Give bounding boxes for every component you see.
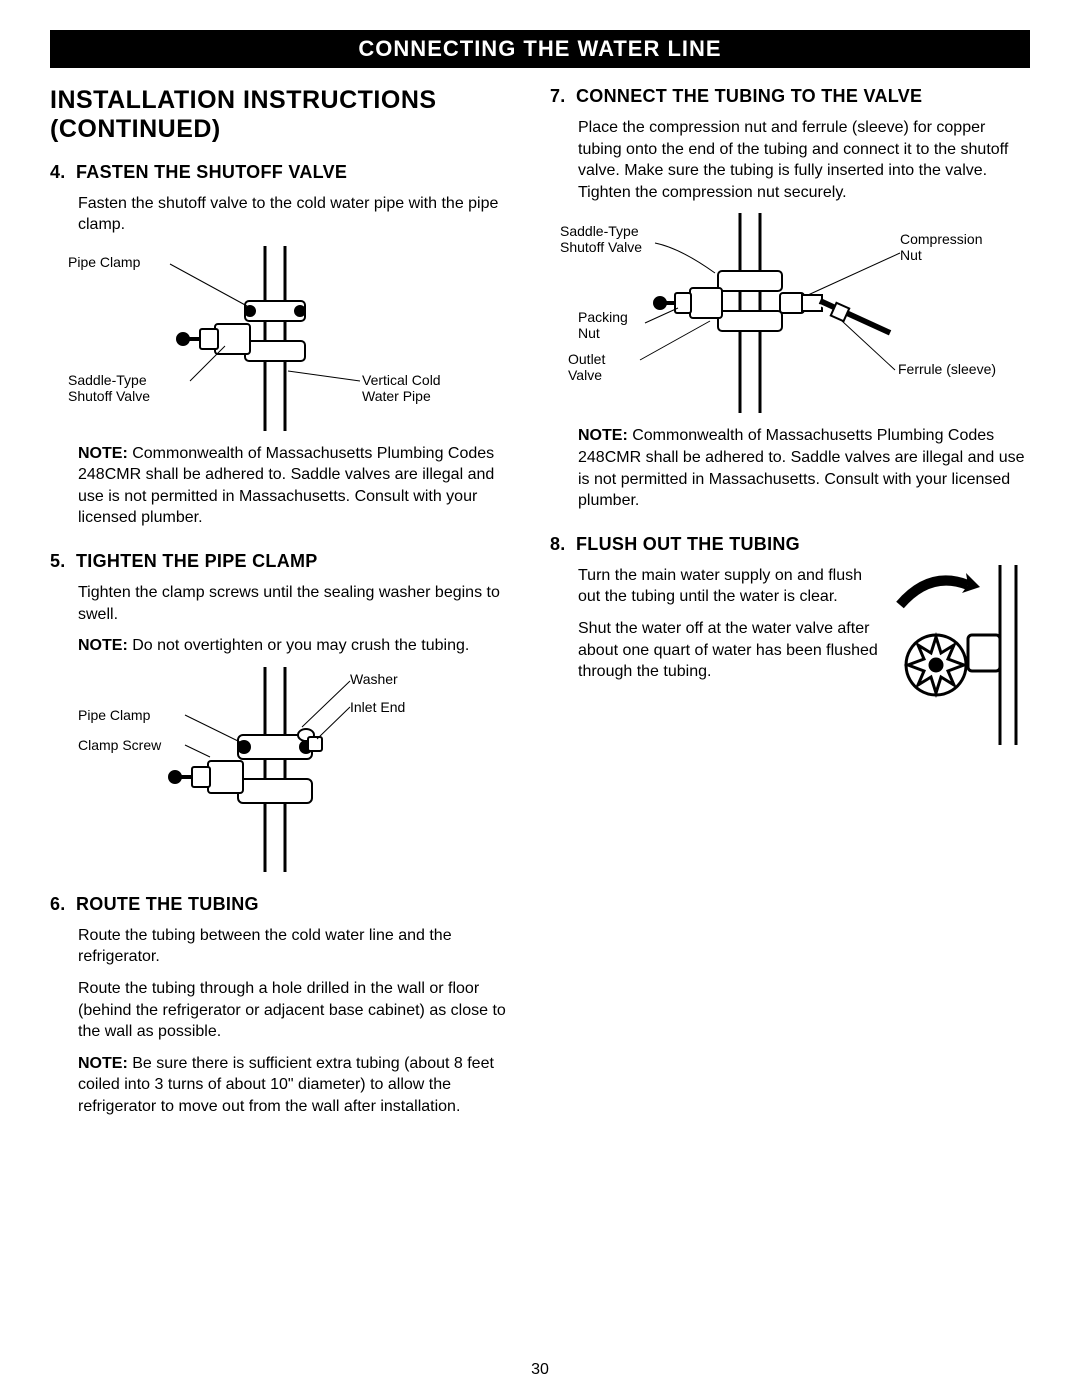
step-7-note: NOTE: Commonwealth of Massachusetts Plum… xyxy=(578,425,1030,511)
step-5: 5. TIGHTEN THE PIPE CLAMP Tighten the cl… xyxy=(50,551,520,872)
step-4-diagram: Pipe Clamp Saddle-Type Shutoff Valve Ver… xyxy=(50,246,520,431)
lbl7-comp-l1: Compression xyxy=(900,231,982,247)
lbl-vert-l2: Water Pipe xyxy=(362,388,441,404)
step-4-num: 4. xyxy=(50,162,70,183)
step-8-p2: Shut the water off at the water valve af… xyxy=(578,618,878,683)
lbl7-comp-l2: Nut xyxy=(900,247,982,263)
step-4-note: NOTE: Commonwealth of Massachusetts Plum… xyxy=(78,443,520,529)
step-6-note: NOTE: Be sure there is sufficient extra … xyxy=(78,1053,520,1118)
step-8-p1: Turn the main water supply on and flush … xyxy=(578,565,878,608)
step-6-title: ROUTE THE TUBING xyxy=(76,894,259,915)
step-5-p1: Tighten the clamp screws until the seali… xyxy=(78,582,520,625)
step-5-title: TIGHTEN THE PIPE CLAMP xyxy=(76,551,318,572)
step-6-p1: Route the tubing between the cold water … xyxy=(78,925,520,968)
step-8-diagram xyxy=(890,565,1030,745)
lbl7-pack-l1: Packing xyxy=(578,309,628,325)
lbl-saddle-l1: Saddle-Type xyxy=(68,372,150,388)
left-column: INSTALLATION INSTRUCTIONS (CONTINUED) 4.… xyxy=(50,86,520,1140)
lbl7-saddle-l1: Saddle-Type xyxy=(560,223,642,239)
page-banner: CONNECTING THE WATER LINE xyxy=(50,30,1030,68)
step-8: 8. FLUSH OUT THE TUBING Turn the main wa… xyxy=(550,534,1030,745)
lbl7-out-l1: Outlet xyxy=(568,351,605,367)
step-4: 4. FASTEN THE SHUTOFF VALVE Fasten the s… xyxy=(50,162,520,530)
step-5-diagram: Washer Inlet End Pipe Clamp Clamp Screw xyxy=(50,667,520,872)
right-column: 7. CONNECT THE TUBING TO THE VALVE Place… xyxy=(550,86,1030,1140)
page-number: 30 xyxy=(0,1361,1080,1379)
lbl7-ferrule: Ferrule (sleeve) xyxy=(898,361,996,377)
step-7-title: CONNECT THE TUBING TO THE VALVE xyxy=(576,86,922,107)
lbl-washer: Washer xyxy=(350,671,398,687)
step-8-title: FLUSH OUT THE TUBING xyxy=(576,534,800,555)
lbl7-out-l2: Valve xyxy=(568,367,605,383)
lbl-pipe-clamp-5: Pipe Clamp xyxy=(78,707,150,723)
step-6-p2: Route the tubing through a hole drilled … xyxy=(78,978,520,1043)
step-4-title: FASTEN THE SHUTOFF VALVE xyxy=(76,162,347,183)
lbl-inlet: Inlet End xyxy=(350,699,405,715)
step-7: 7. CONNECT THE TUBING TO THE VALVE Place… xyxy=(550,86,1030,512)
lbl-vert-l1: Vertical Cold xyxy=(362,372,441,388)
step-7-p1: Place the compression nut and ferrule (s… xyxy=(578,117,1030,203)
lbl-pipe-clamp: Pipe Clamp xyxy=(68,254,140,270)
step-5-note: NOTE: Do not overtighten or you may crus… xyxy=(78,635,520,657)
step-7-num: 7. xyxy=(550,86,570,107)
step-6: 6. ROUTE THE TUBING Route the tubing bet… xyxy=(50,894,520,1118)
lbl7-pack-l2: Nut xyxy=(578,325,628,341)
lbl7-saddle-l2: Shutoff Valve xyxy=(560,239,642,255)
step-8-num: 8. xyxy=(550,534,570,555)
step-6-num: 6. xyxy=(50,894,70,915)
step-4-p1: Fasten the shutoff valve to the cold wat… xyxy=(78,193,520,236)
lbl-clamp-screw: Clamp Screw xyxy=(78,737,161,753)
lbl-saddle-l2: Shutoff Valve xyxy=(68,388,150,404)
content-columns: INSTALLATION INSTRUCTIONS (CONTINUED) 4.… xyxy=(50,86,1030,1140)
section-title: INSTALLATION INSTRUCTIONS (CONTINUED) xyxy=(50,86,520,144)
step-7-diagram: Saddle-Type Shutoff Valve Packing Nut Ou… xyxy=(550,213,1030,413)
step-5-num: 5. xyxy=(50,551,70,572)
